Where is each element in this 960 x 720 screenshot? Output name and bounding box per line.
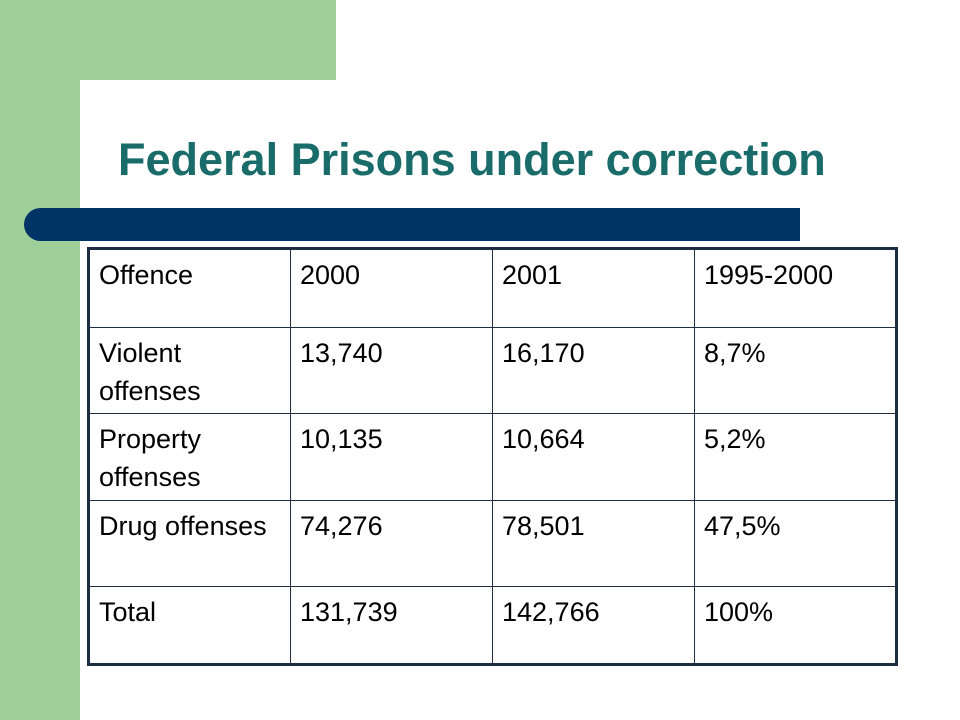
top-green-block bbox=[0, 0, 336, 80]
row-label-cell: Drug offenses bbox=[88, 500, 291, 587]
table-row: Drug offenses 74,276 78,501 47,5% bbox=[88, 500, 897, 587]
value-cell-2000: 74,276 bbox=[290, 500, 493, 587]
header-cell-1995-2000: 1995-2000 bbox=[694, 248, 897, 328]
table-row: Property offenses 10,135 10,664 5,2% bbox=[88, 413, 897, 501]
value-cell-change: 8,7% bbox=[694, 327, 897, 414]
title-underline-bar bbox=[24, 208, 800, 241]
header-cell-2001: 2001 bbox=[492, 248, 695, 328]
table-row: Violent offenses 13,740 16,170 8,7% bbox=[88, 327, 897, 414]
header-cell-offence: Offence bbox=[88, 248, 291, 328]
table-row-total: Total 131,739 142,766 100% bbox=[88, 586, 897, 665]
value-cell-change: 5,2% bbox=[694, 413, 897, 501]
value-cell-2000: 131,739 bbox=[290, 586, 493, 665]
value-cell-change: 100% bbox=[694, 586, 897, 665]
value-cell-2001: 16,170 bbox=[492, 327, 695, 414]
row-label-cell: Property offenses bbox=[88, 413, 291, 501]
row-label-cell: Total bbox=[88, 586, 291, 665]
table-header-row: Offence 2000 2001 1995-2000 bbox=[88, 248, 897, 328]
value-cell-2001: 10,664 bbox=[492, 413, 695, 501]
slide-title: Federal Prisons under correction bbox=[118, 134, 826, 185]
left-green-band bbox=[0, 0, 80, 720]
row-label-cell: Violent offenses bbox=[88, 327, 291, 414]
header-cell-2000: 2000 bbox=[290, 248, 493, 328]
value-cell-2001: 78,501 bbox=[492, 500, 695, 587]
value-cell-2001: 142,766 bbox=[492, 586, 695, 665]
prison-statistics-table: Offence 2000 2001 1995-2000 Violent offe… bbox=[87, 247, 898, 666]
value-cell-change: 47,5% bbox=[694, 500, 897, 587]
value-cell-2000: 10,135 bbox=[290, 413, 493, 501]
value-cell-2000: 13,740 bbox=[290, 327, 493, 414]
